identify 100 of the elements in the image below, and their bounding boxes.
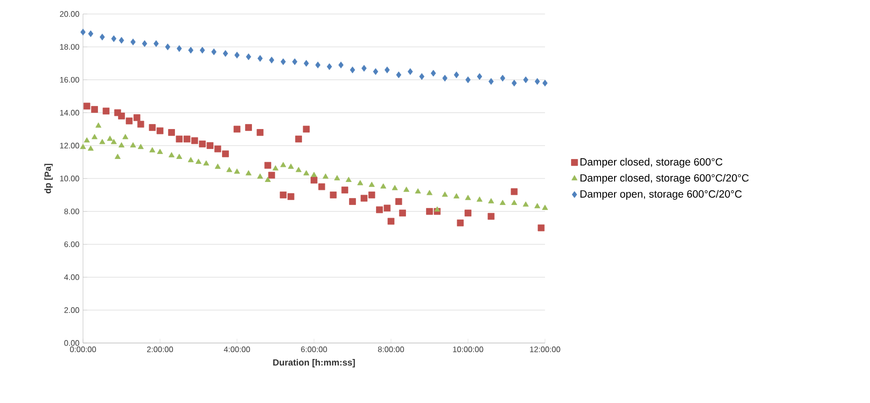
point bbox=[118, 112, 125, 120]
y-axis-title: dp [Pa] bbox=[44, 164, 53, 194]
point bbox=[142, 40, 148, 47]
point bbox=[211, 48, 216, 56]
point bbox=[295, 136, 302, 142]
point bbox=[542, 80, 548, 86]
point bbox=[269, 56, 274, 64]
legend-label: Damper closed, storage 600°C bbox=[580, 158, 722, 168]
point bbox=[130, 142, 136, 148]
point bbox=[257, 173, 264, 179]
point bbox=[114, 154, 121, 159]
point bbox=[430, 70, 436, 77]
point bbox=[368, 192, 376, 198]
point bbox=[442, 192, 448, 197]
point bbox=[414, 188, 421, 194]
point bbox=[350, 66, 356, 74]
x-axis-title: Duration [h:mm:ss] bbox=[273, 359, 355, 368]
point bbox=[346, 176, 352, 182]
point bbox=[118, 142, 124, 148]
point bbox=[488, 198, 494, 204]
point bbox=[245, 124, 252, 131]
point bbox=[512, 80, 517, 86]
point bbox=[126, 118, 133, 124]
point bbox=[80, 28, 86, 36]
legend-label: Damper open, storage 600°C/20°C bbox=[580, 190, 742, 200]
point bbox=[184, 136, 190, 142]
point bbox=[349, 198, 356, 205]
point bbox=[226, 166, 232, 172]
point bbox=[176, 45, 182, 52]
point bbox=[80, 144, 86, 150]
point bbox=[403, 186, 410, 192]
point bbox=[311, 172, 317, 177]
point bbox=[522, 201, 529, 207]
point bbox=[280, 192, 287, 198]
point bbox=[380, 183, 386, 189]
point bbox=[149, 147, 156, 152]
point bbox=[399, 210, 406, 216]
point bbox=[315, 62, 320, 68]
point bbox=[476, 73, 482, 80]
point bbox=[534, 78, 540, 85]
point bbox=[84, 137, 90, 142]
point bbox=[268, 172, 276, 179]
point bbox=[222, 150, 229, 158]
point bbox=[384, 66, 390, 74]
point bbox=[246, 170, 252, 176]
point bbox=[280, 58, 286, 66]
point bbox=[92, 134, 98, 140]
point bbox=[392, 184, 398, 190]
point bbox=[465, 194, 471, 200]
point bbox=[338, 62, 344, 68]
point bbox=[534, 203, 540, 208]
point bbox=[264, 176, 271, 182]
point bbox=[148, 124, 156, 131]
point bbox=[395, 198, 402, 205]
point bbox=[334, 175, 340, 180]
point bbox=[456, 220, 464, 226]
point bbox=[102, 108, 110, 114]
point bbox=[426, 208, 433, 215]
point bbox=[191, 137, 198, 144]
point bbox=[134, 114, 140, 122]
point bbox=[318, 183, 326, 190]
point bbox=[376, 206, 383, 214]
point bbox=[203, 160, 210, 166]
point bbox=[272, 165, 278, 170]
point bbox=[188, 46, 194, 54]
point bbox=[288, 164, 294, 169]
point bbox=[156, 127, 164, 134]
point bbox=[500, 74, 506, 82]
point bbox=[222, 50, 228, 57]
point bbox=[168, 152, 175, 158]
legend-label: Damper closed, storage 600°C/20°C bbox=[580, 174, 749, 184]
point bbox=[138, 144, 144, 150]
point bbox=[303, 170, 310, 176]
point bbox=[292, 58, 298, 66]
point bbox=[510, 188, 518, 196]
point bbox=[426, 190, 432, 196]
point bbox=[258, 55, 263, 62]
point bbox=[130, 38, 136, 46]
point bbox=[373, 68, 378, 75]
point bbox=[200, 46, 205, 54]
point bbox=[368, 182, 375, 187]
point bbox=[95, 122, 102, 128]
point bbox=[464, 210, 472, 216]
point bbox=[264, 162, 272, 169]
point bbox=[388, 218, 394, 225]
point bbox=[310, 176, 318, 184]
point bbox=[157, 148, 163, 154]
point bbox=[99, 138, 106, 144]
point bbox=[110, 138, 117, 144]
point bbox=[196, 158, 202, 164]
point bbox=[326, 63, 332, 70]
point bbox=[341, 186, 348, 194]
point bbox=[322, 173, 329, 179]
point bbox=[88, 146, 94, 151]
point bbox=[246, 53, 252, 60]
point bbox=[176, 136, 183, 142]
point bbox=[408, 68, 413, 75]
point bbox=[122, 134, 128, 140]
point bbox=[137, 120, 144, 128]
point bbox=[198, 140, 206, 148]
